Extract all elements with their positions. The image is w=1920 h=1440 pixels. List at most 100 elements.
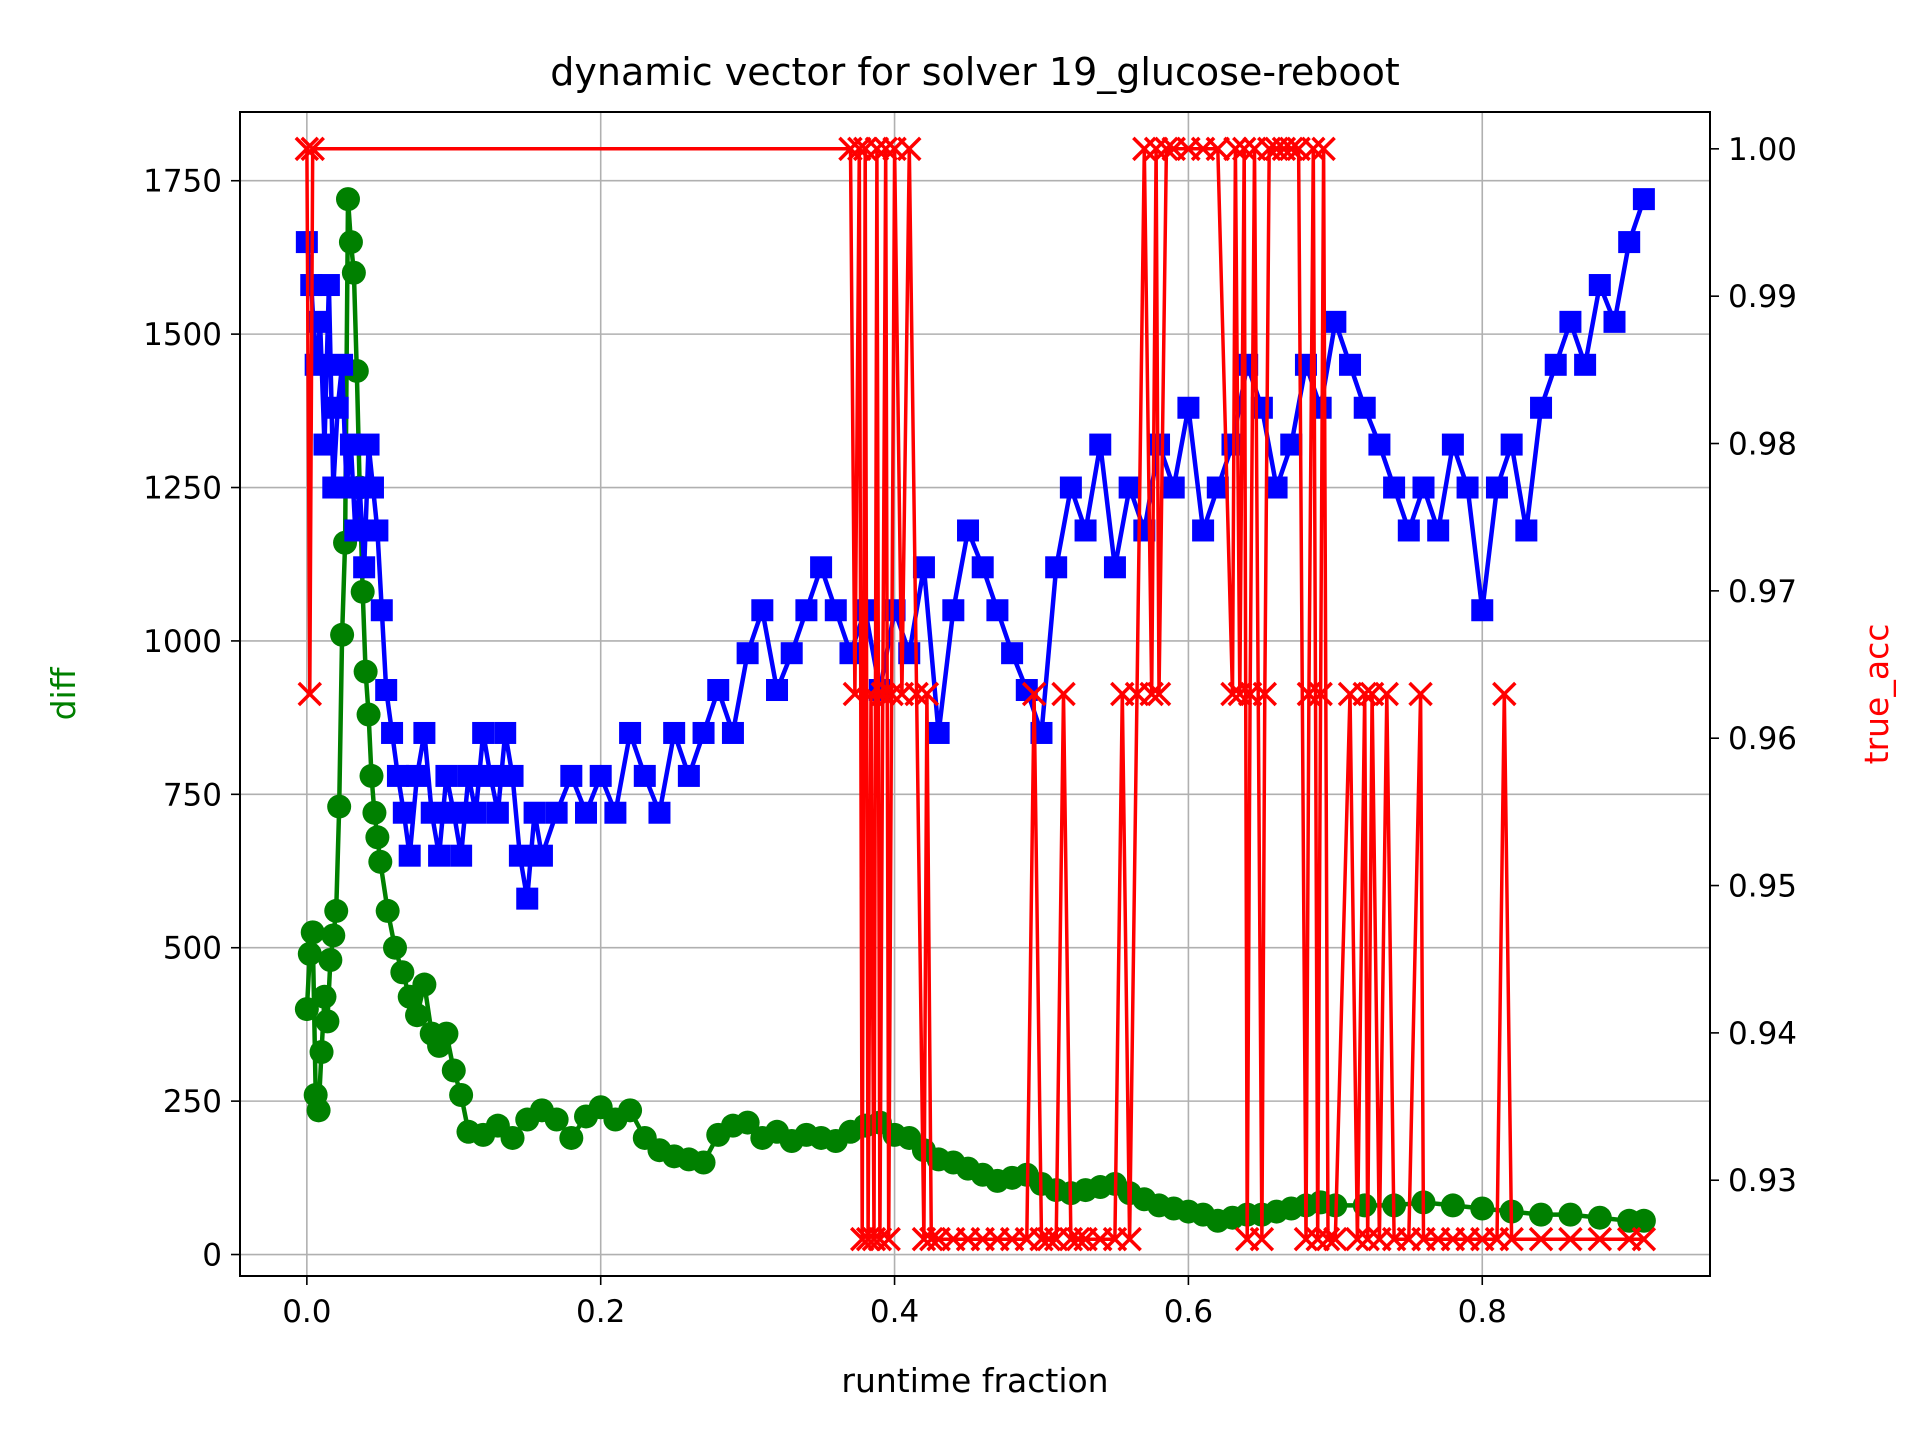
- data-point: [648, 801, 671, 824]
- data-point: [1352, 681, 1377, 707]
- data-point: [971, 556, 994, 579]
- data-point: [413, 721, 436, 744]
- data-point: [1574, 353, 1597, 376]
- data-point: [1456, 476, 1479, 499]
- data-point: [1311, 136, 1336, 162]
- data-point: [1074, 519, 1097, 542]
- data-point: [1515, 519, 1538, 542]
- data-point: [356, 702, 381, 727]
- data-point: [876, 1226, 901, 1252]
- right-y-tick-label: 0.95: [1728, 869, 1797, 905]
- data-point: [1632, 188, 1655, 211]
- data-point: [1353, 396, 1376, 419]
- data-point: [1051, 681, 1076, 707]
- right-y-tick-label: 0.96: [1728, 721, 1797, 757]
- data-point: [1587, 1226, 1613, 1252]
- left-y-tick-label: 1000: [143, 624, 222, 660]
- data-point: [315, 1009, 340, 1034]
- data-point: [1603, 310, 1626, 333]
- series-circle-008000: [294, 187, 1656, 1233]
- data-point: [1528, 1226, 1554, 1252]
- data-point: [545, 801, 568, 824]
- data-point: [1045, 556, 1068, 579]
- series-line: [305, 147, 1644, 1241]
- data-point: [870, 681, 896, 707]
- x-tick-label: 0.8: [1458, 1294, 1507, 1330]
- data-point: [986, 599, 1009, 622]
- data-point: [858, 681, 884, 707]
- data-point: [435, 764, 458, 787]
- data-point: [341, 260, 366, 285]
- data-point: [904, 681, 929, 707]
- data-point: [766, 679, 789, 702]
- data-point: [919, 1226, 944, 1252]
- right-y-tick-label: 0.94: [1728, 1016, 1797, 1052]
- data-point: [1499, 1226, 1524, 1252]
- data-point: [691, 1150, 716, 1175]
- data-point: [663, 721, 686, 744]
- data-point: [318, 947, 343, 972]
- data-point: [306, 1098, 331, 1123]
- data-point: [1154, 136, 1179, 162]
- data-point: [294, 997, 319, 1022]
- right-y-tick-label: 0.97: [1728, 574, 1797, 610]
- data-point: [361, 476, 384, 499]
- x-tick-label: 0.4: [870, 1294, 919, 1330]
- data-point: [1132, 136, 1157, 162]
- data-point: [1558, 1202, 1583, 1227]
- data-point: [795, 599, 818, 622]
- data-point: [575, 801, 598, 824]
- data-point: [1223, 136, 1248, 162]
- data-point: [350, 579, 375, 604]
- data-point: [1252, 681, 1278, 707]
- data-point: [810, 556, 833, 579]
- data-point: [1089, 433, 1112, 456]
- left-y-tick-label: 0: [202, 1238, 222, 1274]
- data-point: [1265, 476, 1288, 499]
- data-point: [604, 801, 627, 824]
- data-point: [353, 659, 378, 684]
- data-point: [1529, 1202, 1554, 1227]
- data-point: [735, 1110, 760, 1135]
- data-point: [1368, 433, 1391, 456]
- data-point: [327, 794, 352, 819]
- data-point: [692, 721, 715, 744]
- data-point: [677, 764, 700, 787]
- data-point: [366, 519, 389, 542]
- data-point: [368, 849, 393, 874]
- data-point: [1427, 519, 1450, 542]
- series-square-0000ff: [295, 188, 1655, 910]
- data-point: [381, 721, 404, 744]
- data-point: [1618, 231, 1641, 254]
- data-point: [1065, 1226, 1091, 1252]
- data-point: [852, 136, 878, 162]
- data-point: [300, 136, 325, 162]
- data-point: [309, 1040, 334, 1065]
- data-point: [873, 136, 898, 162]
- data-point: [1162, 476, 1185, 499]
- data-point: [1559, 310, 1582, 333]
- data-point: [353, 556, 376, 579]
- data-point: [375, 898, 400, 923]
- data-point: [331, 353, 354, 376]
- data-point: [1118, 476, 1141, 499]
- data-point: [1220, 681, 1245, 707]
- data-point: [1397, 519, 1420, 542]
- plot-frame: [239, 111, 1711, 1277]
- data-point: [1631, 1226, 1657, 1252]
- data-point: [1558, 1226, 1583, 1252]
- data-point: [619, 721, 642, 744]
- data-point: [472, 721, 495, 744]
- axes: 0.0 0.2 0.4 0.6 0.8 0 250 500 750 1000 1250 1500 175…: [143, 132, 1797, 1330]
- data-point: [420, 801, 443, 824]
- data-point: [1249, 1226, 1275, 1252]
- data-point: [294, 136, 320, 162]
- data-point: [1374, 681, 1399, 707]
- x-tick-label: 0.6: [1164, 1294, 1213, 1330]
- data-point: [412, 972, 437, 997]
- data-point: [344, 519, 367, 542]
- data-point: [839, 642, 862, 665]
- data-point: [1279, 136, 1304, 162]
- data-point: [1001, 642, 1024, 665]
- data-point: [879, 681, 904, 707]
